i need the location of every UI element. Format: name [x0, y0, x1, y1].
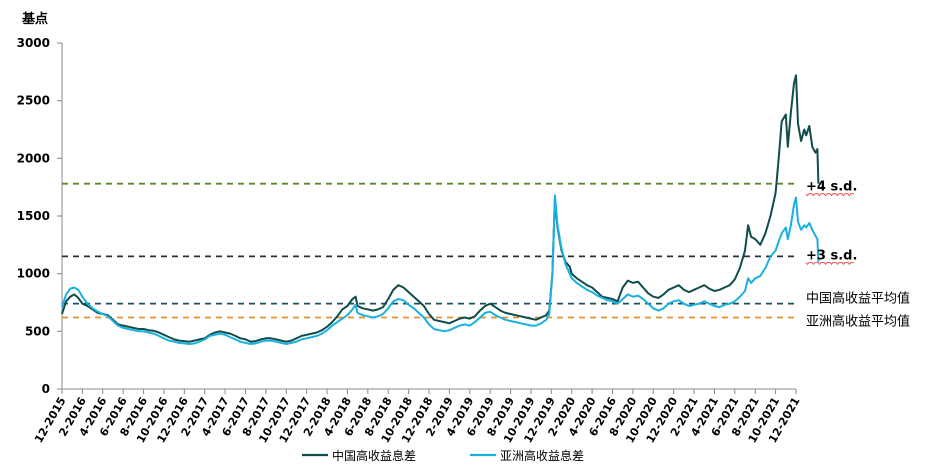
reference-label: 中国高收益平均值 — [806, 291, 910, 307]
series-line-asia — [61, 194, 820, 345]
series-lines — [61, 74, 820, 345]
reference-label: +4 s.d. — [806, 180, 857, 195]
reference-label: +3 s.d. — [806, 248, 857, 263]
y-axis-ticks: 0 500 1000 1500 2000 2500 3000 — [17, 36, 62, 396]
y-tick-label: 0 — [42, 382, 50, 396]
legend: 中国高收益息差 亚洲高收益息差 — [302, 448, 584, 463]
y-tick-label: 1500 — [17, 209, 50, 223]
spellcheck-underline — [805, 193, 854, 197]
y-axis-unit: 基点 — [21, 11, 48, 27]
y-tick-label: 2500 — [17, 94, 50, 108]
series-line-china — [61, 74, 820, 343]
x-axis-ticks: 12-20152-20164-20166-20168-201610-201612… — [32, 389, 803, 445]
reference-label: 亚洲高收益平均值 — [806, 313, 910, 329]
y-tick-label: 1000 — [17, 267, 50, 281]
legend-label: 亚洲高收益息差 — [500, 448, 584, 463]
y-tick-label: 2000 — [17, 151, 50, 165]
reference-lines — [62, 182, 796, 319]
spellcheck-underline — [805, 261, 854, 266]
legend-label: 中国高收益息差 — [332, 448, 416, 463]
y-tick-label: 500 — [25, 324, 50, 338]
y-tick-label: 3000 — [17, 36, 50, 50]
